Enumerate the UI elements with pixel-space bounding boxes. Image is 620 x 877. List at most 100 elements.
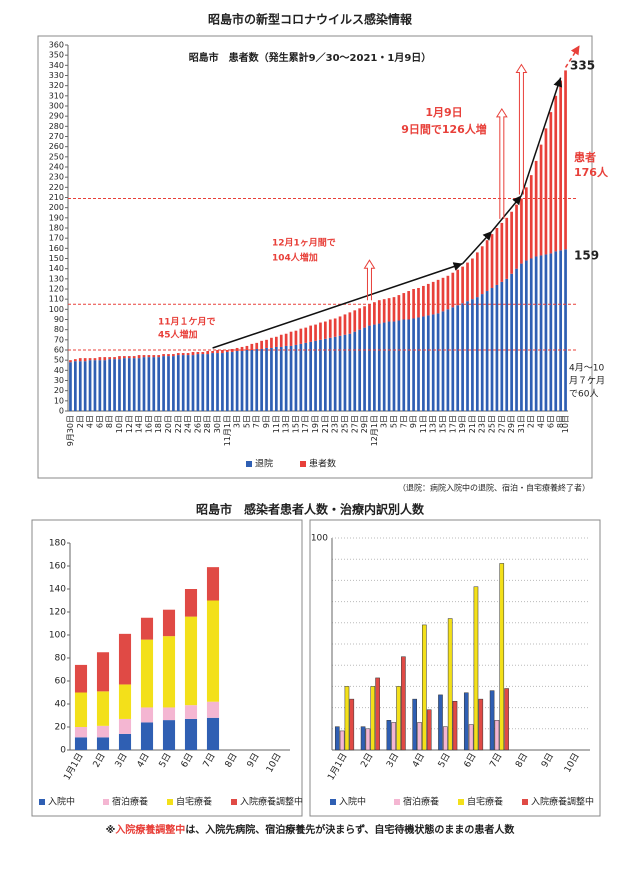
bar-segment (544, 128, 548, 255)
bar (473, 586, 479, 751)
x-tick-label: 29日 (360, 415, 369, 433)
bar-segment (167, 356, 170, 411)
bar (463, 692, 469, 751)
y-tick-label: 190 (49, 213, 64, 222)
bar-segment (490, 287, 494, 411)
bar-segment (196, 354, 200, 411)
bar-segment (140, 617, 154, 640)
bar-segment (162, 636, 176, 708)
bar-segment (216, 350, 219, 354)
bar-segment (539, 144, 543, 256)
bar-segment (96, 725, 110, 738)
bar-segment (363, 306, 366, 328)
x-tick-label: 10日 (561, 415, 570, 433)
bar-segment (554, 95, 558, 252)
bar-segment (461, 303, 464, 411)
bar-segment (240, 346, 244, 352)
x-tick-label: 11日 (272, 415, 281, 433)
bar-segment (279, 334, 283, 347)
x-tick-label: 25日 (488, 415, 497, 433)
bar-segment (407, 319, 411, 411)
annotation: 176人 (574, 165, 609, 179)
bar-segment (184, 705, 198, 719)
y-tick-label: 100 (49, 631, 66, 641)
bar (375, 677, 380, 751)
x-tick-label: 23日 (331, 415, 340, 433)
bar-segment (201, 352, 205, 355)
bar-segment (113, 357, 116, 360)
y-tick-label: 320 (49, 81, 64, 90)
bar-segment (348, 333, 352, 411)
bar-segment (510, 273, 513, 411)
bar-segment (96, 737, 110, 750)
bar-segment (451, 307, 455, 411)
x-tick-label: 19日 (458, 415, 467, 433)
bar-segment (176, 353, 180, 356)
bar-segment (417, 317, 420, 411)
bar (365, 728, 371, 751)
bar-segment (74, 737, 88, 750)
bar-segment (132, 356, 136, 359)
bar-segment (270, 337, 273, 348)
bar (494, 720, 500, 751)
y-tick-label: 140 (49, 585, 66, 595)
bar-segment (309, 341, 312, 411)
bar-segment (422, 285, 425, 317)
annotation: 11月１ケ月で (158, 317, 216, 328)
bar-segment (338, 335, 342, 411)
bar-segment (250, 343, 254, 350)
bar-segment (206, 567, 220, 601)
bar-segment (230, 348, 234, 353)
bar (334, 726, 340, 751)
bar-segment (69, 362, 72, 411)
x-tick-label: 30日 (213, 415, 222, 433)
bar-segment (260, 340, 263, 349)
bar-segment (348, 312, 352, 334)
bar-segment (93, 360, 97, 411)
bar-segment (96, 691, 110, 726)
y-tick-label: 40 (55, 700, 67, 710)
bar-segment (294, 344, 298, 411)
y-tick-label: 170 (49, 234, 64, 243)
x-tick-label: 12月1日 (370, 415, 379, 446)
x-tick-label: 18日 (154, 415, 163, 433)
bar-segment (289, 331, 293, 346)
legend-label: 自宅療養 (467, 796, 503, 808)
bar-segment (88, 358, 92, 361)
bar-segment (74, 727, 88, 738)
bar-segment (147, 357, 151, 411)
x-tick-label: 21日 (321, 415, 330, 433)
x-tick-label: 4日 (537, 415, 546, 428)
bar-segment (368, 304, 371, 326)
bar-segment (422, 316, 425, 411)
bar-segment (456, 269, 460, 306)
bar (339, 730, 345, 751)
bar-segment (274, 346, 278, 411)
bar-segment (544, 254, 548, 411)
y-tick-label: 290 (49, 112, 64, 121)
bar-segment (319, 322, 322, 340)
legend-swatch (330, 799, 336, 805)
y-tick-label: 90 (54, 315, 64, 324)
x-tick-label: 11日 (419, 415, 428, 433)
bar (422, 624, 427, 751)
y-tick-label: 30 (54, 376, 64, 385)
bar-segment (225, 350, 229, 353)
bar-segment (475, 252, 479, 298)
y-tick-label: 280 (49, 122, 64, 131)
y-tick-label: 0 (59, 407, 64, 416)
y-tick-label: 70 (54, 335, 64, 344)
bar-segment (373, 302, 376, 325)
bar-segment (461, 266, 464, 304)
bar-segment (142, 355, 146, 358)
bar-segment (431, 314, 435, 411)
y-tick-label: 20 (55, 723, 67, 733)
bar-segment (564, 249, 567, 411)
bar-segment (353, 310, 357, 332)
x-tick-label: 6日 (95, 415, 104, 428)
y-tick-label: 150 (49, 254, 64, 263)
annotation: 1月9日 (425, 106, 462, 119)
bar-segment (184, 718, 198, 750)
bar-segment (358, 329, 362, 411)
